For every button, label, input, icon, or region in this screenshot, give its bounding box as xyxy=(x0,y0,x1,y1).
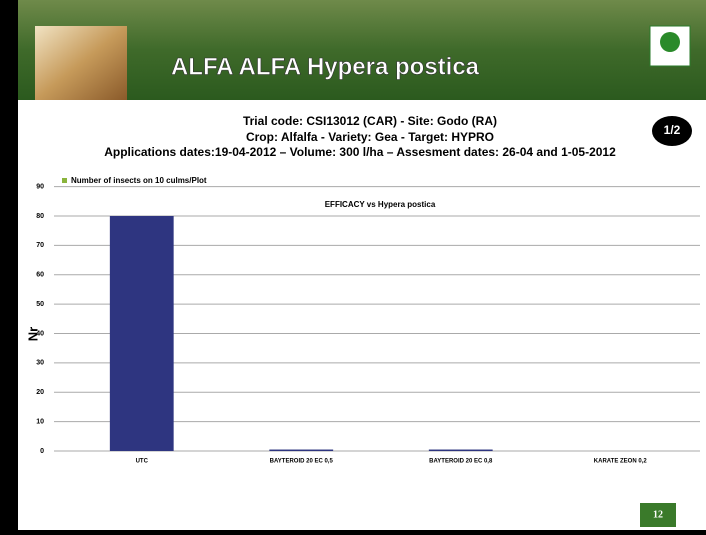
y-tick-label: 50 xyxy=(36,301,44,308)
legend-note: Number of insects on 10 culms/Plot xyxy=(71,176,207,185)
trial-line: Trial code: CSI13012 (CAR) - Site: Godo … xyxy=(243,114,497,128)
legend-marker xyxy=(62,178,67,183)
y-tick-label: 30 xyxy=(36,360,44,367)
x-tick-label: BAYTEROID 20 EC 0,5 xyxy=(270,459,334,465)
logo-mark xyxy=(660,32,680,52)
trial-line: Applications dates:19-04-2012 – Volume: … xyxy=(104,145,616,159)
x-tick-label: UTC xyxy=(136,459,149,465)
badge-text: 1/2 xyxy=(664,123,681,137)
y-tick-label: 60 xyxy=(36,272,44,279)
chart-title: EFFICACY vs Hypera postica xyxy=(325,200,436,209)
y-tick-label: 90 xyxy=(36,183,44,190)
trial-line: Crop: Alfalfa - Variety: Gea - Target: H… xyxy=(246,130,494,144)
page-number-bg xyxy=(640,503,676,527)
header-title: ALFA ALFA Hypera postica xyxy=(171,53,480,80)
x-tick-label: KARATE ZEON 0,2 xyxy=(594,459,648,465)
y-label: Nr xyxy=(25,327,40,341)
y-tick-label: 70 xyxy=(36,242,44,249)
badge xyxy=(652,116,692,146)
page-number: 12 xyxy=(653,509,663,520)
y-tick-label: 80 xyxy=(36,213,44,220)
y-tick-label: 20 xyxy=(36,389,44,396)
y-tick-label: 0 xyxy=(40,448,44,455)
bar xyxy=(109,216,174,451)
x-tick-label: BAYTEROID 20 EC 0,8 xyxy=(429,459,493,465)
bar xyxy=(269,449,334,451)
wheat-image xyxy=(35,26,127,100)
header-band xyxy=(18,0,706,100)
bar xyxy=(428,449,493,451)
y-tick-label: 40 xyxy=(36,330,44,337)
y-tick-label: 10 xyxy=(36,418,44,425)
